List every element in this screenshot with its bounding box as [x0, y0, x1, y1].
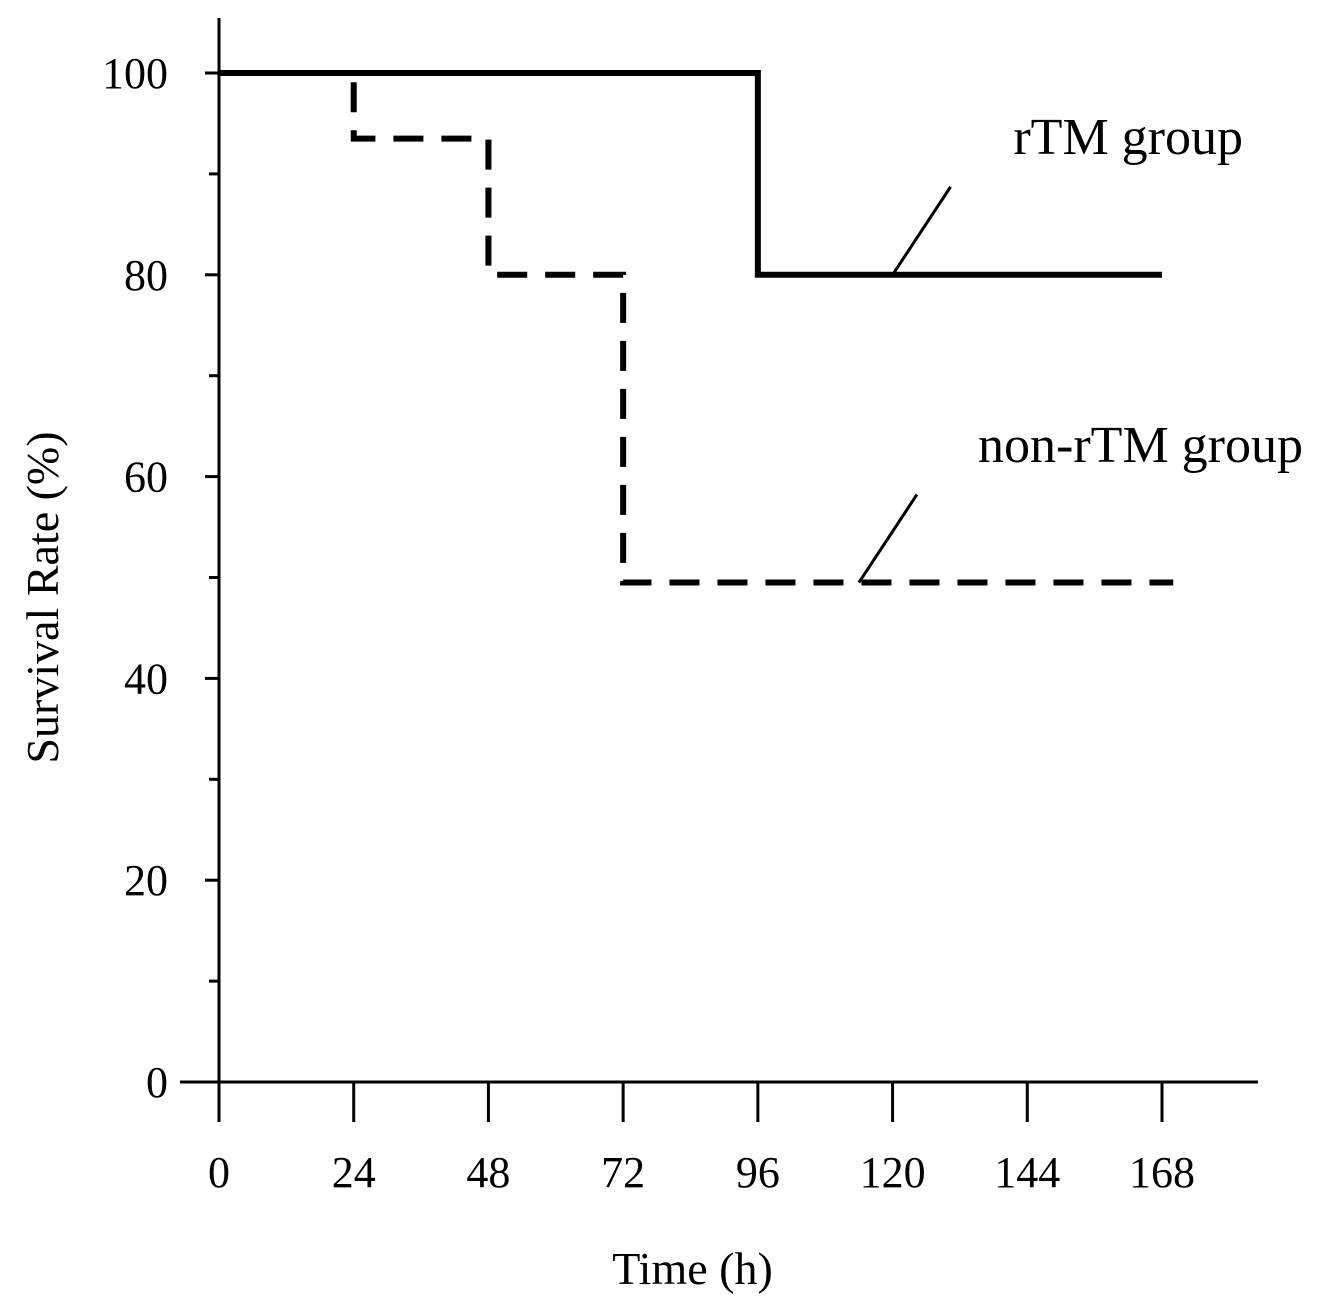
y-axis-ticks: 0 20 40 60 80 100: [102, 49, 219, 1107]
x-tick-label: 144: [994, 1148, 1060, 1197]
leader-line-rtm-group: [891, 185, 952, 276]
x-tick-label: 120: [860, 1148, 926, 1197]
series-label-rtm-group: rTM group: [1013, 109, 1243, 166]
y-tick-label: 20: [124, 856, 168, 905]
y-tick-label: 100: [102, 49, 168, 98]
x-tick-label: 24: [332, 1148, 376, 1197]
x-tick-label: 72: [601, 1148, 645, 1197]
series-label-non-rtm-group: non-rTM group: [978, 417, 1303, 474]
y-axis-title: Survival Rate (%): [17, 431, 68, 763]
y-tick-label: 80: [124, 251, 168, 300]
x-tick-label: 0: [208, 1148, 230, 1197]
x-tick-label: 96: [736, 1148, 780, 1197]
leader-line-non-rtm-group: [857, 493, 919, 584]
series-group: [219, 70, 1174, 586]
series-line-non-rtm-group: [219, 70, 1174, 586]
x-axis-ticks: 0 24 48 72 96 120 144 168: [208, 1082, 1195, 1197]
x-tick-label: 168: [1129, 1148, 1195, 1197]
axes: [180, 18, 1258, 1084]
x-tick-label: 48: [466, 1148, 510, 1197]
series-labels: rTM group non-rTM group: [857, 109, 1303, 584]
y-tick-label: 0: [146, 1058, 168, 1107]
x-axis-title: Time (h): [612, 1243, 773, 1294]
y-tick-label: 40: [124, 654, 168, 703]
y-tick-label: 60: [124, 453, 168, 502]
series-line-rtm-group: [219, 70, 1162, 278]
